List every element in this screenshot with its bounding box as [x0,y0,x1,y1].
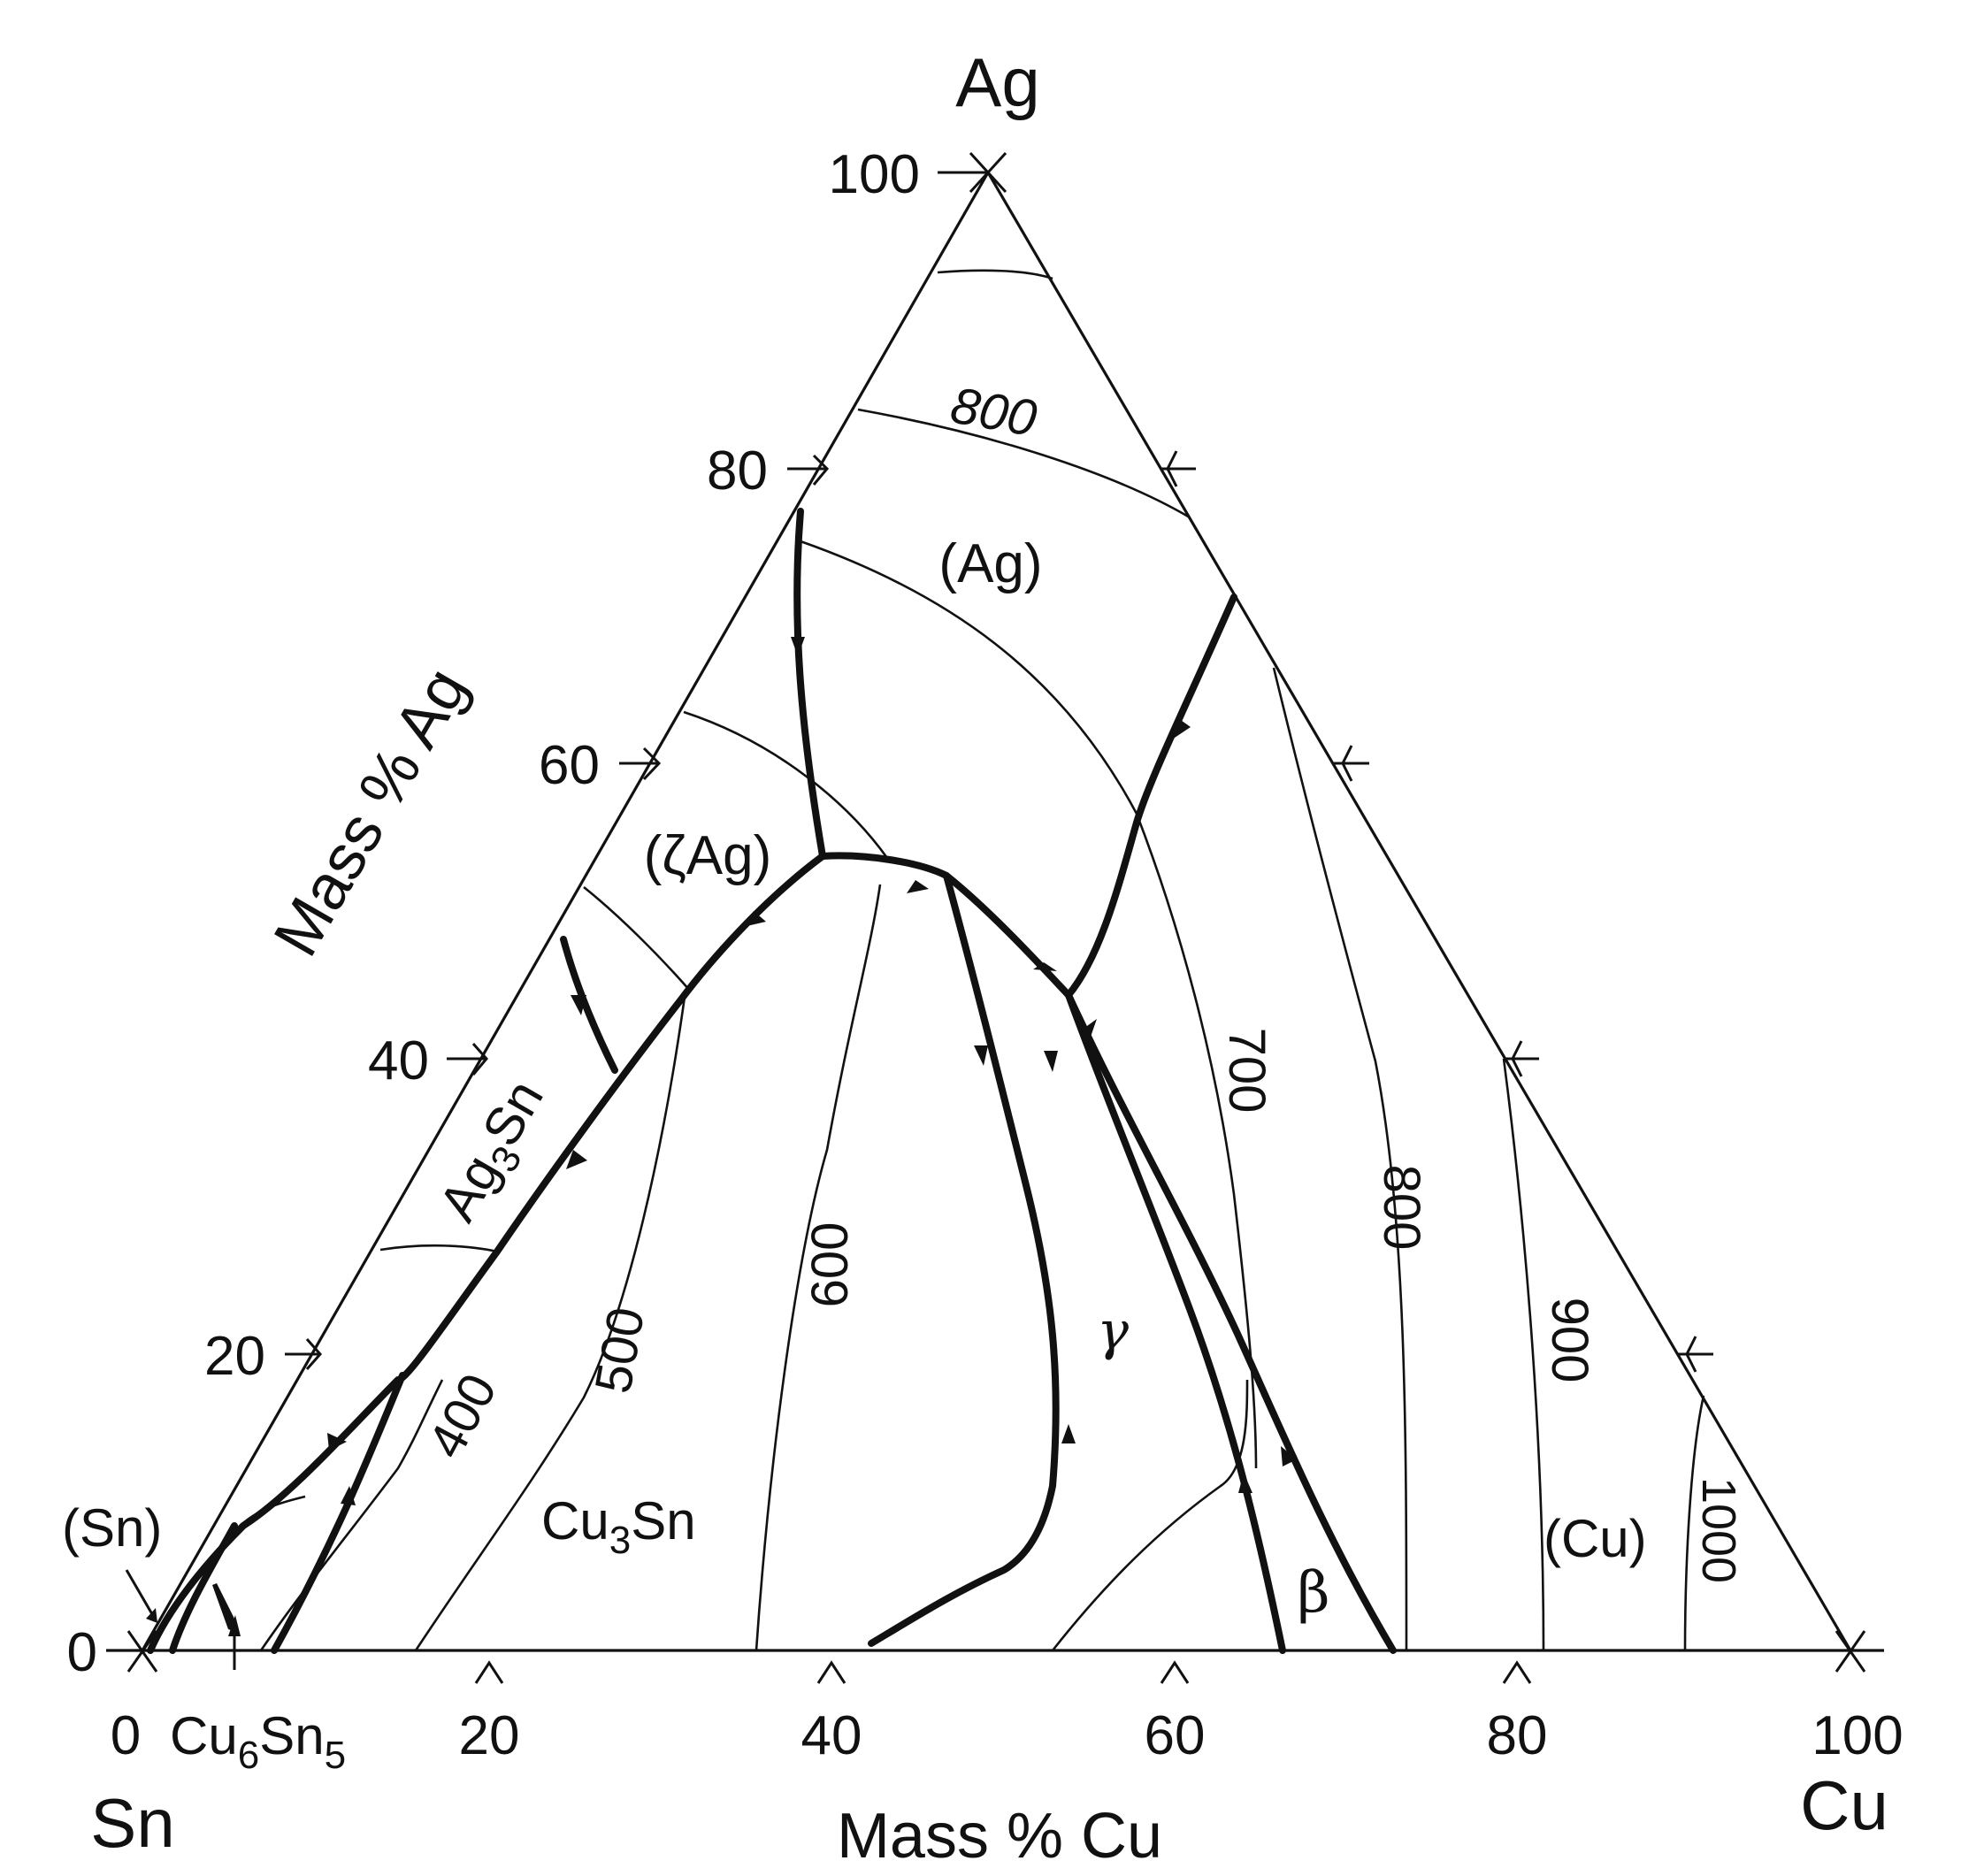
isotherm-label-900: 900 [1541,1298,1598,1383]
right-tick-20 [1678,1336,1713,1373]
bottom-tick-label-60: 60 [1145,1705,1206,1766]
isotherm-label-600: 600 [801,1222,859,1308]
arrow-up-icon [1081,1019,1097,1039]
isotherm-label-800-top: 800 [946,376,1041,448]
sn-pointer-line [125,1569,154,1615]
isotherm-1000 [1683,1395,1705,1651]
left-tick-label-60: 60 [539,735,600,796]
isotherm-600 [755,884,882,1651]
bottom-tick-20 [474,1660,504,1684]
bottom-axis-ticks [474,1660,1532,1684]
bottom-axis-title: Mass % Cu [837,1801,1162,1872]
isotherm-600-upper [683,710,889,859]
valley-gamma-left [868,872,1060,1647]
left-tick-label-20: 20 [204,1326,265,1387]
isotherm-top-cap [937,269,1053,280]
isotherm-800-top [857,408,1191,519]
bottom-tick-label-40: 40 [801,1705,862,1766]
phase-label-cu: (Cu) [1544,1509,1647,1568]
bottom-tick-label-20: 20 [459,1705,520,1766]
triangle-frame [106,172,1884,1652]
isotherm-900 [1502,1058,1545,1651]
bottom-tick-80 [1502,1660,1532,1684]
arrow-down-icon [791,637,805,656]
arrow-up-icon [341,1486,356,1505]
phase-label-gamma: γ [1097,1300,1129,1362]
arrow-left-icon [907,880,929,893]
arrow-down-icon [974,1045,988,1066]
bottom-tick-60 [1160,1660,1190,1684]
phase-label-ag: (Ag) [938,533,1042,594]
arrow-down-left-icon [566,1150,587,1169]
arrow-down-left-icon [327,1433,347,1451]
phase-label-zeta-ag: (ζAg) [644,825,771,886]
phase-label-cu3sn: Cu3Sn [541,1491,696,1562]
right-tick-40 [1504,1040,1539,1077]
valley-ag-zeta [793,508,826,860]
phase-label-beta: β [1298,1560,1330,1626]
left-axis-ticks [106,171,988,1652]
pointer-arrow-icon [212,1583,239,1633]
left-axis-title: Mass % Ag [261,656,481,968]
isotherm-700 [1135,813,1258,1469]
arrow-down-icon [571,995,586,1015]
arrow-up-icon [1238,1473,1252,1493]
isotherm-500-upper [583,885,691,992]
valley-cu6sn5 [271,1372,406,1654]
right-tick-60 [1334,745,1369,782]
isotherm-600-right [1051,1379,1249,1651]
isotherm-label-700: 700 [1218,1028,1275,1114]
valley-beta-cu [1065,992,1397,1654]
phase-label-ag3sn: Ag3Sn [427,1070,563,1236]
vertex-label-ag: Ag [955,43,1039,121]
bottom-tick-label-80: 80 [1487,1705,1548,1766]
valley-ag-cu [1065,593,1237,999]
valley-sn-cu6sn5 [169,1522,238,1654]
left-tick-label-100: 100 [829,144,920,205]
left-tick-80 [787,454,830,486]
left-edge-line [141,172,990,1651]
arrow-down-icon [1044,1051,1058,1072]
isotherm-label-500: 500 [584,1303,655,1397]
valley-zeta-sn [147,853,826,1654]
cu-vertex-cross [1835,1630,1866,1673]
isotherm-lines [242,269,1705,1651]
right-edge-ticks [1161,450,1713,1373]
left-tick-label-80: 80 [707,440,768,502]
bottom-tick-label-100: 100 [1812,1705,1903,1766]
arrow-left-icon [1033,962,1057,971]
isotherm-800-right [1272,667,1408,1651]
valley-gamma-beta [1065,992,1286,1654]
isotherm-700-upper [800,540,1138,815]
univariant-lines [147,508,1397,1654]
arrow-up-icon [1061,1424,1076,1443]
left-tick-60 [619,747,662,781]
isotherm-label-1000: 1000 [1692,1477,1745,1583]
right-edge-line [986,172,1852,1651]
left-tick-40 [447,1043,488,1076]
valley-ag3sn [560,936,618,1074]
phase-label-cu6sn5: Cu6Sn5 [170,1706,346,1777]
isotherm-label-800-right: 800 [1373,1165,1430,1251]
vertex-label-sn: Sn [90,1784,174,1862]
right-tick-80 [1161,450,1196,487]
isotherm-400 [259,1379,444,1651]
arrow-down-left-icon [743,911,766,927]
left-tick-20 [285,1338,323,1370]
vertex-markers [126,151,1866,1673]
isotherm-500 [414,990,687,1651]
left-tick-label-40: 40 [368,1030,429,1091]
left-tick-label-0: 0 [67,1622,97,1683]
sn-pointer-arrow-icon [146,1608,157,1623]
bottom-tick-40 [816,1660,846,1684]
isotherm-400-upper [379,1244,498,1253]
vertex-label-cu: Cu [1800,1766,1888,1844]
phase-label-sn: (Sn) [62,1498,162,1558]
direction-arrows[interactable] [125,637,1297,1670]
isotherm-label-400: 400 [417,1365,508,1467]
arrow-up-icon [1281,1446,1297,1466]
arrow-down-icon [1169,718,1191,741]
bottom-tick-label-0: 0 [111,1705,141,1766]
